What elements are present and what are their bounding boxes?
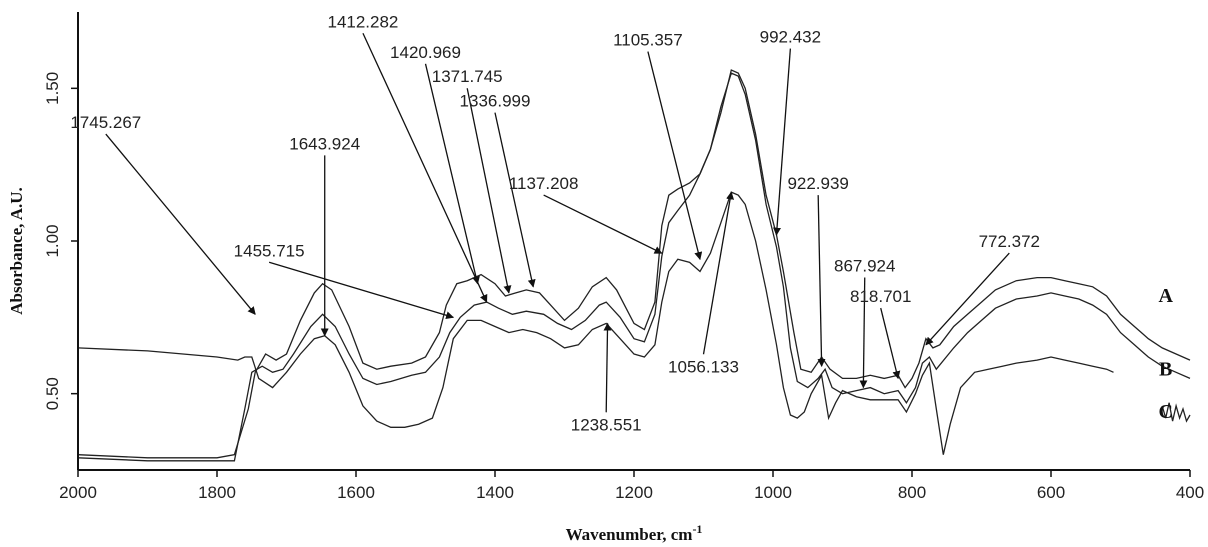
series-line-c — [77, 191, 1114, 455]
peak-arrow-1238-551 — [603, 322, 612, 413]
peak-arrow-772-372 — [925, 252, 1010, 346]
peak-arrow-1745-267 — [105, 133, 256, 315]
x-tick-label-1600: 1600 — [337, 483, 375, 502]
peak-label-1745-267: 1745.267 — [70, 113, 141, 132]
series-line-a — [77, 69, 1191, 459]
peak-arrow-818-701 — [880, 307, 901, 380]
y-tick-label-1.00: 1.00 — [43, 224, 62, 257]
peak-label-1105-357: 1105.357 — [613, 31, 683, 50]
peak-label-1336-999: 1336.999 — [460, 92, 531, 111]
peak-label-992-432: 992.432 — [760, 28, 821, 47]
annotation-layer — [105, 32, 1010, 413]
series-line-b — [77, 72, 1191, 462]
peak-arrow-992-432 — [773, 48, 792, 236]
peak-arrow-1137-208 — [543, 194, 663, 254]
peak-arrow-1412-282 — [362, 32, 488, 303]
x-tick-label-2000: 2000 — [59, 483, 97, 502]
x-tick-label-1200: 1200 — [615, 483, 653, 502]
peak-arrow-1371-745 — [466, 88, 512, 294]
peak-arrow-1455-715 — [268, 261, 455, 320]
peak-label-818-701: 818.701 — [850, 287, 911, 306]
peak-arrow-1105-357 — [647, 51, 703, 261]
peak-label-772-372: 772.372 — [979, 232, 1040, 251]
axis-layer: 2000 1800 1600 1400 1200 1000 800 600 400 0.50 1.0… — [7, 12, 1204, 544]
peak-arrow-1056-133 — [702, 191, 735, 355]
peak-arrow-1336-999 — [494, 112, 536, 288]
peak-arrow-1420-969 — [424, 63, 480, 285]
peak-label-1371-745: 1371.745 — [432, 67, 503, 86]
peak-label-1056-133: 1056.133 — [668, 357, 739, 376]
peak-label-1238-551: 1238.551 — [571, 415, 642, 434]
peak-label-1412-282: 1412.282 — [327, 12, 398, 31]
series-label-a: A — [1158, 285, 1173, 307]
peak-label-1420-969: 1420.969 — [390, 43, 461, 62]
y-axis-title: Absorbance, A.U. — [7, 187, 26, 315]
x-tick-label-1400: 1400 — [476, 483, 514, 502]
x-tick-label-600: 600 — [1037, 483, 1065, 502]
label-layer: 1745.267 1643.924 1455.715 1412.282 1420.969… — [70, 12, 1173, 434]
trace-fragment-0 — [1161, 402, 1191, 423]
peak-label-1455-715: 1455.715 — [234, 241, 305, 260]
series-label-c: C — [1158, 401, 1172, 423]
peak-label-922-939: 922.939 — [787, 174, 848, 193]
x-tick-label-1000: 1000 — [754, 483, 792, 502]
y-tick-label-0.50: 0.50 — [43, 377, 62, 410]
series-layer — [77, 69, 1191, 462]
x-axis-title-superscript: -1 — [692, 522, 702, 536]
y-tick-label-1.50: 1.50 — [43, 72, 62, 105]
peak-label-1137-208: 1137.208 — [509, 174, 579, 193]
x-axis-title: Wavenumber, cm-1 — [566, 522, 703, 544]
peak-arrow-867-924 — [859, 277, 868, 389]
x-tick-label-1800: 1800 — [198, 483, 236, 502]
peak-label-1643-924: 1643.924 — [289, 134, 360, 153]
x-tick-label-800: 800 — [898, 483, 926, 502]
x-tick-label-400: 400 — [1176, 483, 1204, 502]
peak-label-867-924: 867.924 — [834, 257, 895, 276]
peak-arrow-922-939 — [817, 195, 826, 367]
series-label-b: B — [1159, 358, 1172, 380]
